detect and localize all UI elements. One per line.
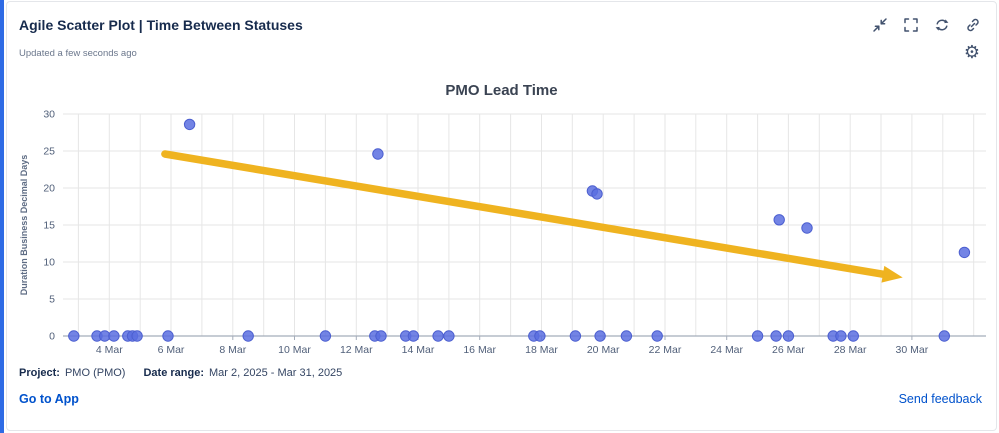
settings-gear-icon[interactable]: ⚙ — [963, 42, 981, 62]
data-point[interactable] — [847, 330, 859, 342]
trend-arrow-shaft — [161, 150, 887, 278]
y-axis-title: Duration Business Decimal Days — [19, 155, 29, 296]
data-point[interactable] — [443, 330, 455, 342]
x-tick-label: 10 Mar — [278, 344, 311, 356]
x-tick-label: 18 Mar — [525, 344, 558, 356]
y-tick-label: 25 — [43, 146, 55, 158]
widget-subheader: Updated a few seconds ago ⚙ — [19, 42, 984, 70]
widget-title: Agile Scatter Plot | Time Between Status… — [19, 17, 303, 33]
scatter-chart-canvas: 0 5 10 15 20 25 30 4 Mar 6 Mar 8 Mar 10 Mar 12 Mar 1… — [19, 109, 986, 356]
project-label: Project: — [19, 367, 60, 379]
project-value: PMO (PMO) — [64, 367, 126, 379]
fullscreen-icon[interactable] — [900, 14, 922, 36]
data-point[interactable] — [534, 330, 546, 342]
y-tick-label: 15 — [43, 220, 55, 232]
x-tick-label: 20 Mar — [587, 344, 620, 356]
footer-links: Go to App Send feedback — [19, 392, 982, 406]
x-tick-label: 14 Mar — [402, 344, 435, 356]
x-tick-label: 28 Mar — [834, 344, 867, 356]
data-point[interactable] — [770, 330, 782, 342]
data-point[interactable] — [773, 214, 785, 226]
data-point[interactable] — [835, 330, 847, 342]
go-to-app-link[interactable]: Go to App — [19, 392, 79, 406]
updated-status-text: Updated a few seconds ago — [19, 48, 137, 59]
trend-arrow-head — [881, 265, 903, 283]
collapse-icon[interactable] — [869, 14, 891, 36]
data-point[interactable] — [958, 246, 971, 259]
data-point[interactable] — [108, 330, 120, 342]
data-point[interactable] — [651, 330, 663, 342]
header-icon-group — [869, 14, 984, 36]
y-tick-label: 5 — [49, 294, 55, 306]
data-point[interactable] — [432, 330, 444, 342]
data-point[interactable] — [594, 330, 606, 342]
x-tick-label: 8 Mar — [219, 344, 246, 356]
data-point[interactable] — [938, 330, 950, 342]
x-tick-label: 16 Mar — [463, 344, 496, 356]
data-point[interactable] — [183, 118, 196, 131]
data-point[interactable] — [591, 188, 603, 200]
data-point[interactable] — [131, 330, 143, 342]
x-tick-label: 6 Mar — [158, 344, 185, 356]
x-tick-label: 4 Mar — [96, 344, 123, 356]
data-point[interactable] — [319, 330, 332, 342]
data-point[interactable] — [782, 330, 795, 342]
widget-card: Agile Scatter Plot | Time Between Status… — [6, 1, 997, 431]
x-tick-label: 26 Mar — [772, 344, 805, 356]
x-tick-label: 30 Mar — [896, 344, 929, 356]
y-tick-label: 0 — [49, 331, 55, 343]
data-point[interactable] — [372, 148, 384, 160]
data-point[interactable] — [569, 330, 582, 342]
send-feedback-link[interactable]: Send feedback — [898, 392, 982, 406]
date-range-label: Date range: — [143, 367, 204, 379]
y-tick-label: 30 — [43, 109, 55, 121]
data-point[interactable] — [620, 330, 633, 342]
link-icon[interactable] — [962, 14, 984, 36]
date-range-value: Mar 2, 2025 - Mar 31, 2025 — [209, 367, 343, 379]
data-point[interactable] — [751, 330, 764, 342]
x-tick-label: 24 Mar — [710, 344, 743, 356]
data-point[interactable] — [375, 330, 387, 342]
left-accent-bar — [0, 0, 4, 433]
data-point[interactable] — [801, 222, 813, 234]
y-tick-label: 20 — [43, 183, 55, 195]
refresh-icon[interactable] — [931, 14, 953, 36]
y-tick-label: 10 — [43, 257, 55, 269]
x-tick-label: 12 Mar — [340, 344, 373, 356]
widget-header: Agile Scatter Plot | Time Between Status… — [19, 12, 984, 38]
data-point[interactable] — [242, 330, 254, 342]
chart-meta: Project: PMO (PMO) Date range: Mar 2, 20… — [19, 367, 360, 379]
x-tick-label: 22 Mar — [649, 344, 682, 356]
data-point[interactable] — [162, 330, 174, 342]
data-point[interactable] — [68, 330, 80, 342]
data-point[interactable] — [407, 330, 420, 342]
chart-title: PMO Lead Time — [445, 82, 558, 99]
